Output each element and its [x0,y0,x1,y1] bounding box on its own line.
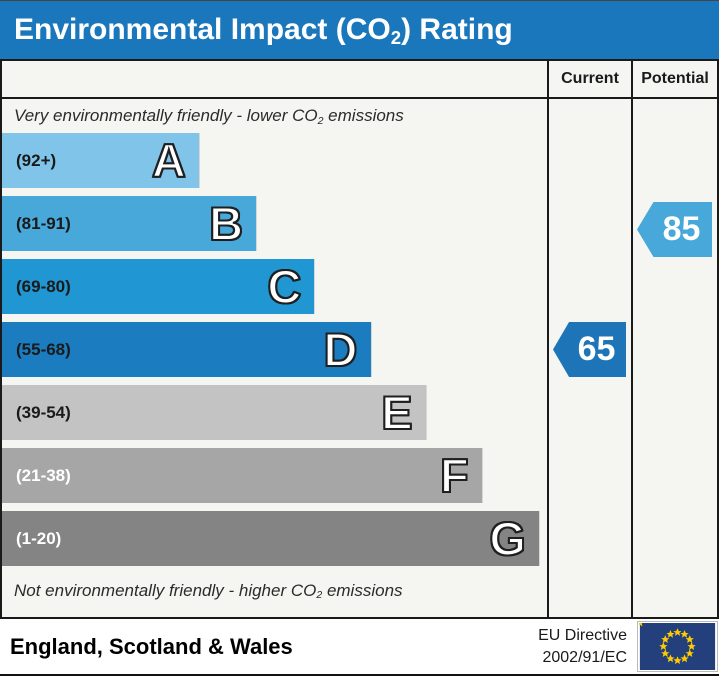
band-d-range: (55-68) [16,339,71,359]
band-g-letter: G [488,512,527,565]
rating-table-body: Very environmentally friendly - lower CO… [2,99,717,617]
header-cell-empty [2,61,547,97]
eu-flag-icon [635,618,718,672]
rating-bands: (92+) A (81-91) B (69-80) C [2,133,547,566]
eu-directive-label: EU Directive 2002/91/EC [538,626,627,666]
region-label: England, Scotland & Wales [10,633,293,659]
current-rating-value: 65 [577,330,616,368]
band-row-b: (81-91) B [2,196,547,251]
band-b-range: (81-91) [16,213,71,233]
chart-title-bar: Environmental Impact (CO2) Rating [0,1,719,59]
potential-rating-value: 85 [662,210,701,248]
co2-subscript: 2 [317,114,324,127]
band-row-c: (69-80) C [2,259,547,314]
band-d-letter: D [323,323,359,376]
column-header-row: Current Potential [2,61,717,99]
band-a-range: (92+) [16,150,57,170]
band-g-range: (1-20) [16,528,62,548]
band-row-f: (21-38) F [2,448,547,503]
co2-subscript: 2 [390,27,402,49]
band-c-bar: (69-80) C [2,259,316,314]
potential-column: 85 [631,99,717,617]
band-f-range: (21-38) [16,465,71,485]
current-column: 65 [547,99,631,617]
band-g-bar: (1-20) G [2,511,540,566]
band-c-range: (69-80) [16,276,71,296]
band-row-d: (55-68) D [2,322,547,377]
band-row-a: (92+) A [2,133,547,188]
header-cell-current: Current [547,61,631,97]
band-b-bar: (81-91) B [2,196,258,251]
band-e-range: (39-54) [16,402,71,422]
band-a-letter: A [151,134,187,187]
header-cell-potential: Potential [631,61,717,97]
band-row-g: (1-20) G [2,511,547,566]
chart-title: Environmental Impact (CO2) Rating [14,13,513,49]
bottom-note: Not environmentally friendly - higher CO… [14,580,403,602]
eu-flag-svg [635,618,716,670]
rating-table: Current Potential Very environmentally f… [0,59,719,619]
band-e-letter: E [380,386,413,439]
potential-rating-arrow: 85 [637,202,712,257]
band-row-e: (39-54) E [2,385,547,440]
band-d-bar: (55-68) D [2,322,372,377]
top-note: Very environmentally friendly - lower CO… [14,106,404,127]
band-f-letter: F [439,449,470,502]
band-a-bar: (92+) A [2,133,200,188]
band-c-letter: C [266,260,302,313]
band-f-bar: (21-38) F [2,448,483,503]
band-column: Very environmentally friendly - lower CO… [2,99,547,617]
footer: England, Scotland & Wales EU Directive 2… [0,618,719,676]
band-e-bar: (39-54) E [2,385,427,440]
current-rating-arrow: 65 [553,322,626,377]
band-b-letter: B [208,197,244,250]
co2-subscript: 2 [316,589,323,602]
